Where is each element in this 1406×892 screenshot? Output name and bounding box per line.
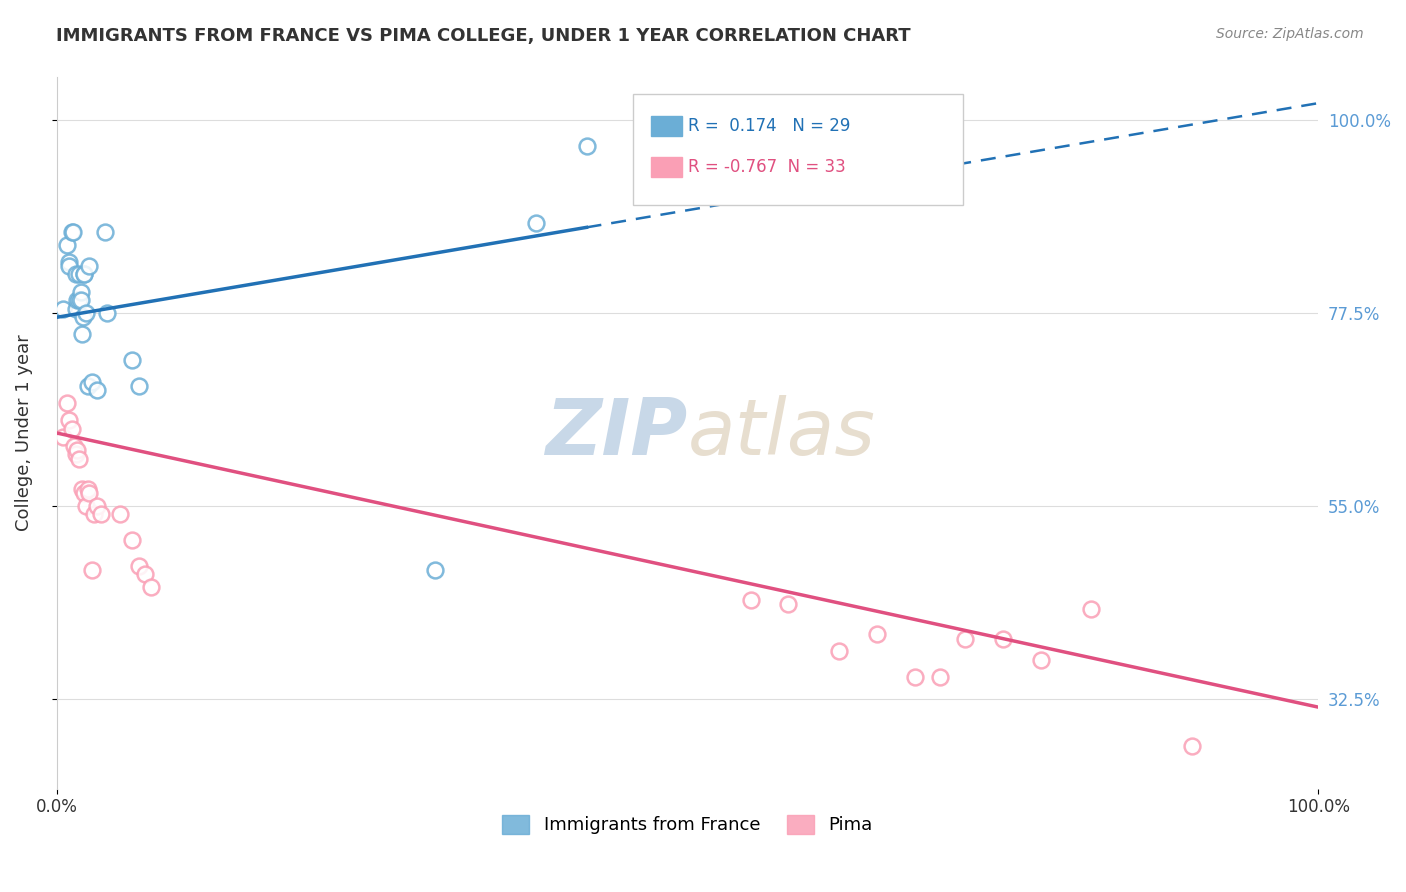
Point (90, 508, 112, 522)
Point (77, 379, 100, 393)
Point (575, 139, 598, 153)
Point (67, 293, 90, 308)
Text: Source: ZipAtlas.com: Source: ZipAtlas.com (1216, 27, 1364, 41)
Point (55, 396, 77, 410)
Point (67, 268, 90, 282)
Y-axis label: College, Under 1 year: College, Under 1 year (15, 334, 32, 532)
Point (828, 644, 851, 658)
Legend: Immigrants from France, Pima: Immigrants from France, Pima (494, 806, 882, 844)
Point (65, 447, 87, 461)
Point (77, 482, 100, 496)
Point (62, 225, 84, 239)
Point (65, 301, 87, 316)
Text: R =  0.174   N = 29: R = 0.174 N = 29 (688, 117, 849, 135)
Point (79, 259, 101, 273)
Point (73, 486, 96, 500)
Point (66, 443, 89, 458)
Point (86, 499, 108, 513)
Point (423, 563, 446, 577)
Point (141, 580, 163, 594)
Point (524, 216, 547, 230)
Point (93, 225, 115, 239)
Point (740, 593, 762, 607)
Point (69, 285, 91, 299)
Point (58, 254, 80, 268)
Point (121, 353, 143, 368)
Point (69, 293, 91, 308)
Point (128, 379, 150, 393)
Point (128, 558, 150, 573)
Point (866, 627, 889, 641)
Point (1181, 739, 1204, 753)
Point (903, 670, 925, 684)
Text: atlas: atlas (688, 395, 876, 471)
Point (778, 598, 800, 612)
Point (86, 383, 108, 397)
Point (73, 268, 96, 282)
Point (63, 439, 86, 453)
Point (52, 430, 75, 444)
Point (1080, 601, 1102, 615)
Point (58, 259, 80, 273)
Point (67, 451, 90, 466)
Point (66, 293, 89, 308)
Point (75, 499, 97, 513)
Point (953, 632, 976, 646)
Point (70, 482, 93, 496)
Point (55, 237, 77, 252)
Point (1029, 653, 1052, 667)
Point (72, 310, 94, 325)
Point (83, 508, 105, 522)
Point (70, 327, 93, 342)
Point (991, 632, 1014, 646)
Point (96, 306, 118, 320)
Point (79, 486, 101, 500)
Point (65, 268, 87, 282)
Point (121, 533, 143, 547)
Point (108, 508, 131, 522)
Point (928, 670, 950, 684)
Point (75, 306, 97, 320)
Point (73, 268, 96, 282)
Point (60, 422, 83, 436)
Text: IMMIGRANTS FROM FRANCE VS PIMA COLLEGE, UNDER 1 YEAR CORRELATION CHART: IMMIGRANTS FROM FRANCE VS PIMA COLLEGE, … (56, 27, 911, 45)
Point (80, 375, 103, 389)
Point (80, 563, 103, 577)
Point (134, 567, 156, 582)
Point (58, 413, 80, 427)
Point (60, 225, 83, 239)
Text: R = -0.767  N = 33: R = -0.767 N = 33 (688, 158, 845, 176)
Point (52, 301, 75, 316)
Text: ZIP: ZIP (546, 395, 688, 471)
